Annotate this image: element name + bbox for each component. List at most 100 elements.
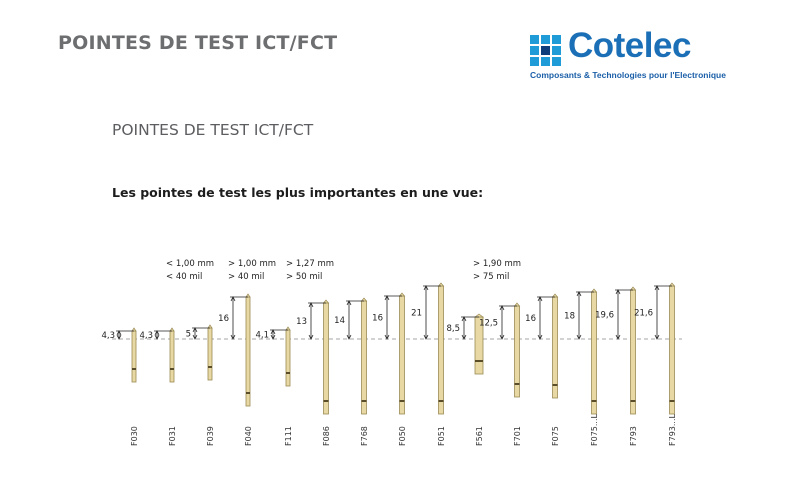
size-group-mm: < 1,00 mm: [166, 259, 214, 269]
probe-f051: 21 F051: [411, 282, 446, 446]
probe-code-label: F040: [244, 426, 253, 446]
probe-tip: [360, 297, 368, 302]
dimension-arrow: [346, 334, 352, 340]
size-group-2: > 1,00 mm > 40 mil: [228, 259, 276, 282]
probe-height-label: 16: [525, 314, 536, 324]
probe-f793: 19,6 F793: [595, 286, 638, 446]
probe-height-label: 4,3: [101, 331, 115, 341]
dimension-arrow: [615, 334, 621, 340]
probe-tip: [285, 326, 291, 331]
probe-f768: 14 F768: [334, 297, 369, 446]
dimension-arrow: [116, 330, 122, 336]
probe-height-label: 19,6: [595, 311, 614, 321]
probe-body: [669, 285, 675, 415]
size-group-mil: > 50 mil: [286, 272, 322, 282]
dimension-arrow: [270, 329, 276, 335]
dimension-arrow: [537, 334, 543, 340]
probe-band: [438, 400, 444, 402]
probe-f086: 13 F086: [296, 299, 331, 446]
probe-f031: 4,3 F031: [139, 327, 177, 446]
probe-tip: [131, 327, 137, 332]
probe-body: [552, 296, 558, 399]
dimension-arrow: [423, 334, 429, 340]
probe-code-label: F793...L: [668, 414, 677, 447]
page-heading: POINTES DE TEST ICT/FCT: [58, 32, 338, 54]
probe-code-label: F031: [168, 426, 177, 446]
probe-tip: [513, 302, 521, 307]
probe-body: [438, 285, 444, 415]
dimension-arrow: [461, 316, 467, 322]
probe-band: [630, 400, 636, 402]
dimension-arrow: [308, 334, 314, 340]
probe-band: [208, 366, 212, 368]
probe-code-label: F039: [206, 426, 215, 446]
logo-grid-icon: [530, 35, 564, 66]
probe-band: [286, 372, 290, 374]
dimension-arrow: [499, 305, 505, 311]
probe-height-label: 16: [372, 314, 383, 324]
probe-band: [475, 360, 483, 362]
dimension-arrow: [192, 327, 198, 333]
probe-height-label: 12,5: [479, 319, 498, 329]
dimension-arrow: [576, 291, 582, 297]
probe-band: [323, 400, 329, 402]
probe-height-label: 16: [218, 314, 229, 324]
dimension-arrow: [654, 285, 660, 291]
probe-code-label: F111: [284, 426, 293, 446]
probe-height-label: 21,6: [634, 309, 653, 319]
size-group-mil: > 40 mil: [228, 272, 264, 282]
dimension-arrow: [270, 334, 276, 340]
probe-code-label: F075: [551, 426, 560, 446]
dimension-arrow: [230, 296, 236, 302]
size-group-3: > 1,27 mm > 50 mil: [286, 259, 334, 282]
probe-height-label: 21: [411, 309, 422, 319]
probe-body: [245, 296, 251, 407]
probe-code-label: F030: [130, 426, 139, 446]
document-title: POINTES DE TEST ICT/FCT: [112, 121, 314, 139]
probe-f561: 8,5 F561: [446, 313, 485, 446]
probe-tip: [629, 286, 637, 291]
probe-f701: 12,5 F701: [479, 302, 522, 446]
probe-band: [246, 392, 250, 394]
dimension-arrow: [154, 330, 160, 336]
dimension-arrow: [654, 334, 660, 340]
probe-tip: [590, 288, 598, 293]
probe-code-label: F768: [360, 426, 369, 446]
probe-height-label: 4,3: [139, 331, 153, 341]
probe-tip: [207, 324, 213, 329]
dimension-arrow: [461, 334, 467, 340]
probe-code-label: F051: [437, 426, 446, 446]
probe-band: [552, 384, 558, 386]
dimension-arrow: [308, 302, 314, 308]
probe-band: [669, 400, 675, 402]
probe-body: [169, 330, 175, 383]
probe-f040: 16 F040: [218, 293, 253, 446]
probe-f039: 5 F039: [186, 324, 215, 446]
dimension-arrow: [499, 334, 505, 340]
probe-height-label: 8,5: [446, 324, 460, 334]
size-group-1: < 1,00 mm < 40 mil: [166, 259, 214, 282]
cotelec-logo: Cotelec Composants & Technologies pour l…: [530, 26, 730, 83]
probe-code-label: F561: [475, 426, 484, 446]
dimension-arrow: [615, 289, 621, 295]
dimension-arrow: [576, 334, 582, 340]
probe-tip: [169, 327, 175, 332]
size-group-mm: > 1,00 mm: [228, 259, 276, 269]
probe-f050: 16 F050: [372, 292, 407, 446]
probe-band: [361, 400, 367, 402]
document-subtitle: Les pointes de test les plus importantes…: [112, 185, 484, 200]
probe-band: [591, 400, 597, 402]
probe-code-label: F086: [322, 426, 331, 446]
dimension-arrow: [537, 296, 543, 302]
probe-band: [399, 400, 405, 402]
probe-band: [132, 368, 136, 370]
probe-body: [285, 329, 291, 387]
dimension-arrow: [116, 334, 122, 340]
dimension-arrow: [192, 334, 198, 340]
logo-tagline: Composants & Technologies pour l'Electro…: [530, 70, 726, 80]
dimension-arrow: [423, 285, 429, 291]
probe-f075l: 18 F075...L: [564, 288, 599, 446]
size-group-mil: < 40 mil: [166, 272, 202, 282]
logo-name: Cotelec: [568, 26, 691, 65]
